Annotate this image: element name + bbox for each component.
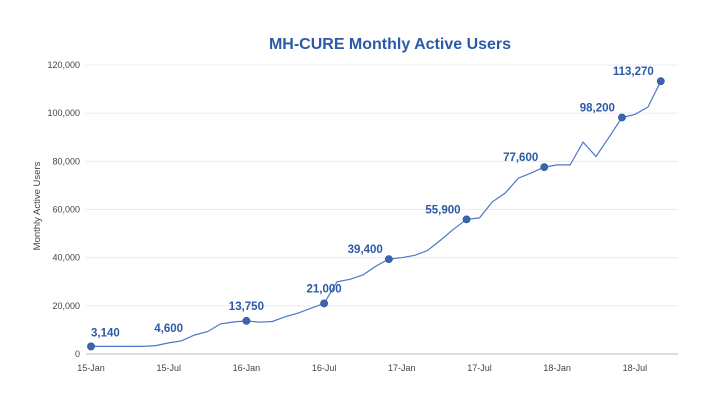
- x-tick-label: 17-Jul: [467, 363, 492, 373]
- series-line: [91, 80, 662, 347]
- y-tick-label: 40,000: [52, 253, 80, 263]
- data-label: 4,600: [154, 323, 183, 335]
- x-tick-label: 16-Jul: [312, 363, 337, 373]
- data-point-marker: [242, 316, 251, 325]
- y-tick-label: 120,000: [47, 60, 80, 70]
- data-point-marker: [618, 113, 626, 122]
- data-point-marker: [540, 163, 549, 172]
- x-tick-label: 18-Jul: [623, 363, 648, 373]
- x-tick-label: 17-Jan: [388, 363, 416, 373]
- y-axis-title: Monthly Active Users: [32, 161, 43, 250]
- y-tick-label: 100,000: [47, 108, 80, 118]
- data-label: 21,000: [307, 283, 342, 295]
- y-tick-label: 80,000: [52, 156, 80, 166]
- x-tick-label: 16-Jan: [233, 363, 261, 373]
- y-tick-label: 0: [75, 349, 80, 359]
- y-tick-label: 20,000: [52, 301, 80, 311]
- data-point-marker: [320, 299, 328, 308]
- y-tick-label: 60,000: [52, 205, 80, 215]
- x-tick-label: 18-Jan: [543, 363, 571, 373]
- data-point-marker: [384, 255, 393, 264]
- data-label: 77,600: [503, 152, 538, 164]
- x-tick-label: 15-Jan: [77, 363, 105, 373]
- data-label: 55,900: [425, 204, 460, 216]
- data-label: 98,200: [580, 103, 615, 115]
- data-label: 3,140: [91, 327, 120, 339]
- chart-title: MH-CURE Monthly Active Users: [269, 36, 511, 53]
- data-point-marker: [87, 342, 95, 351]
- x-tick-label: 15-Jul: [156, 363, 181, 373]
- data-label: 13,750: [229, 301, 264, 313]
- data-point-marker: [462, 215, 471, 224]
- data-label: 39,400: [348, 244, 383, 256]
- data-label: 113,270: [613, 66, 654, 78]
- data-point-marker: [656, 77, 665, 86]
